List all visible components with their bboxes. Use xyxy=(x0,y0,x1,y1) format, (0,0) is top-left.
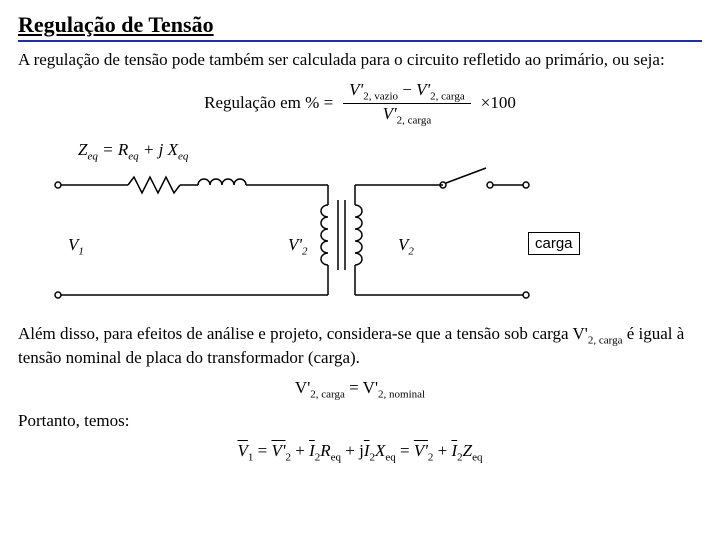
circuit-svg xyxy=(38,140,598,310)
formula-v1: V1 = V'2 + I2Req + jI2Xeq = V'2 + I2Zeq xyxy=(18,441,702,463)
v1-label: V1 xyxy=(68,235,84,257)
portanto-text: Portanto, temos: xyxy=(18,411,702,431)
carga-box: carga xyxy=(528,232,580,255)
formula1-lhs: Regulação em % = xyxy=(204,93,333,113)
zeq-equation: Zeq = Req + j Xeq xyxy=(78,140,188,162)
intro-paragraph: A regulação de tensão pode também ser ca… xyxy=(18,50,702,70)
formula-regulacao: Regulação em % = V'2, vazio − V'2, carga… xyxy=(18,80,702,126)
f1-num-a-sub: 2, vazio xyxy=(363,91,398,103)
v2-label: V2 xyxy=(398,235,414,257)
f1-minus: − xyxy=(402,80,412,99)
formula1-fraction: V'2, vazio − V'2, carga V'2, carga xyxy=(343,80,471,126)
vp2-label: V'2 xyxy=(288,235,308,257)
f1-den-sub: 2, carga xyxy=(397,114,432,126)
circuit-diagram: Zeq = Req + j Xeq V1 V'2 V2 carga xyxy=(38,140,702,310)
f1-den: V' xyxy=(383,104,397,123)
formula-v2carga: V'2, carga = V'2, nominal xyxy=(18,378,702,400)
page-title: Regulação de Tensão xyxy=(18,12,702,42)
f1-num-a: V' xyxy=(349,80,363,99)
f1-num-b: V' xyxy=(416,80,430,99)
para-2: Além disso, para efeitos de análise e pr… xyxy=(18,324,702,368)
f1-num-b-sub: 2, carga xyxy=(430,91,465,103)
f1-times100: ×100 xyxy=(481,93,516,113)
